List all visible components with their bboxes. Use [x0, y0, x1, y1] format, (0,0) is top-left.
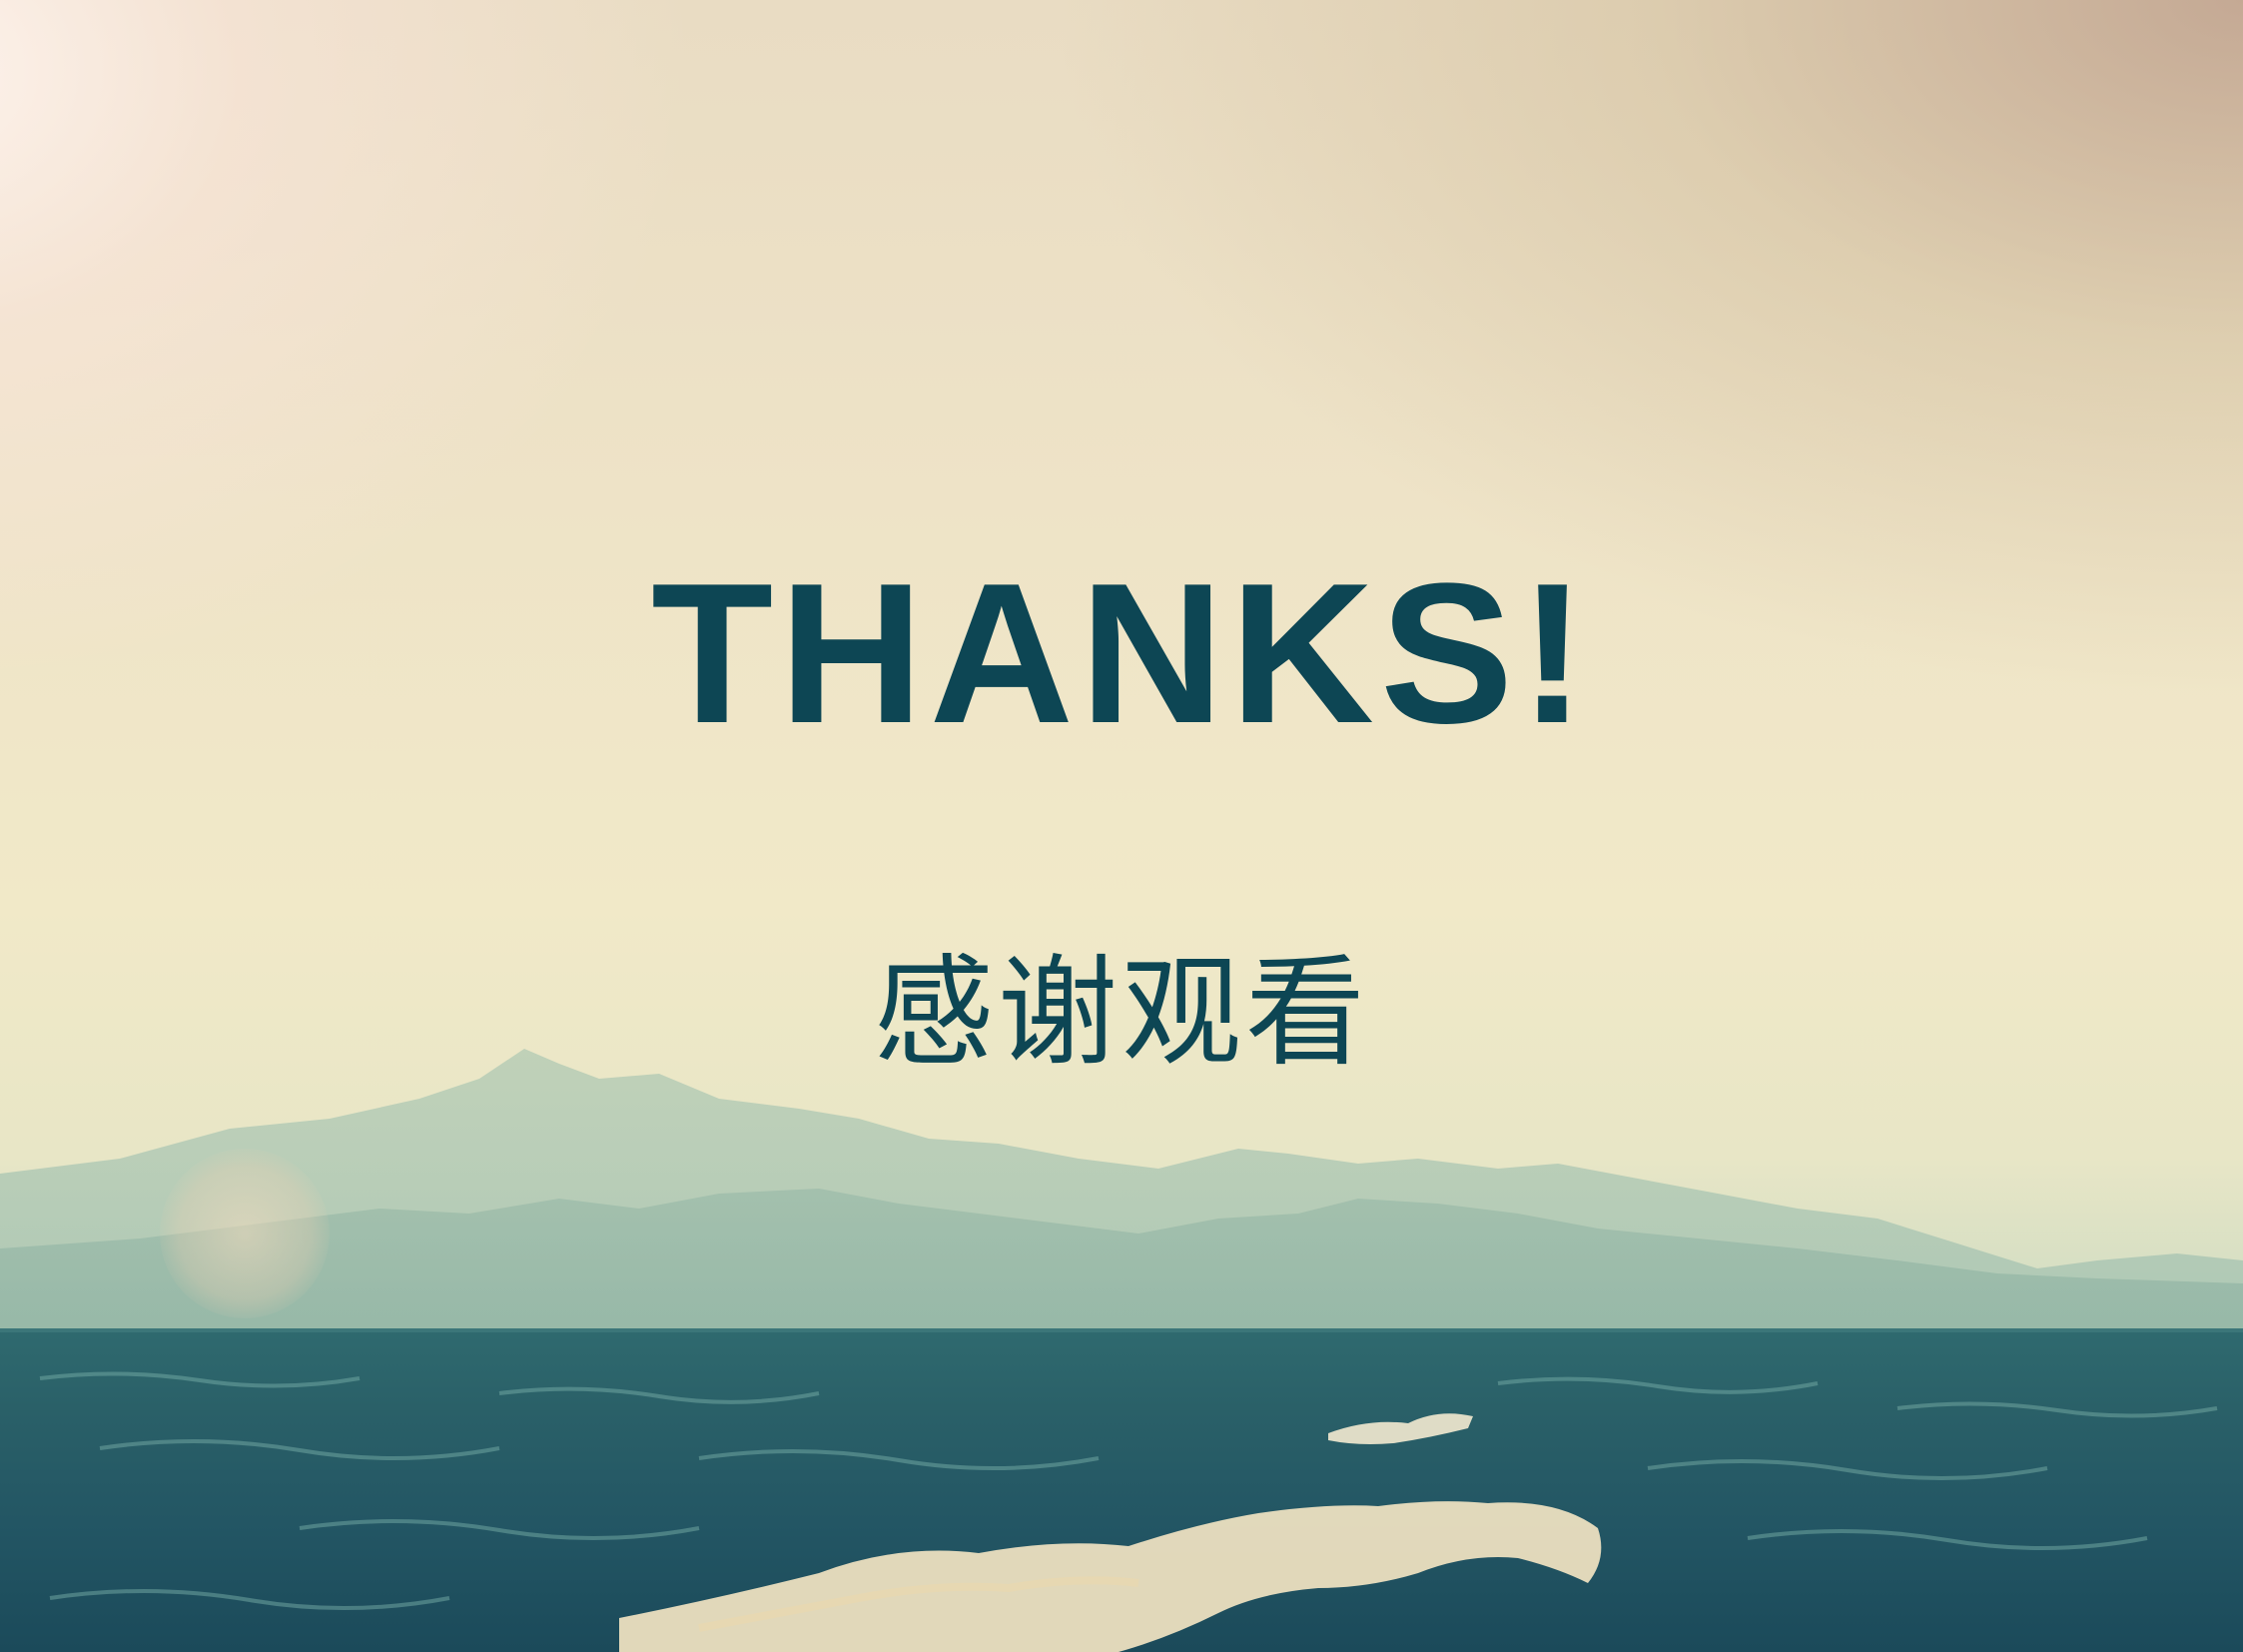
slide-title: THANKS!	[651, 542, 1592, 765]
wave-ripples	[39, 1371, 2218, 1611]
slide-subtitle: 感谢观看	[874, 944, 1369, 1083]
sun-glow	[0, 0, 699, 699]
near-mountains	[0, 1189, 2243, 1338]
small-whitecap	[1328, 1413, 1473, 1444]
whitecap-foam	[698, 1576, 1139, 1632]
large-whitecap	[619, 1501, 1602, 1652]
sky-haze	[1045, 0, 2243, 699]
lens-flare	[160, 1149, 330, 1318]
